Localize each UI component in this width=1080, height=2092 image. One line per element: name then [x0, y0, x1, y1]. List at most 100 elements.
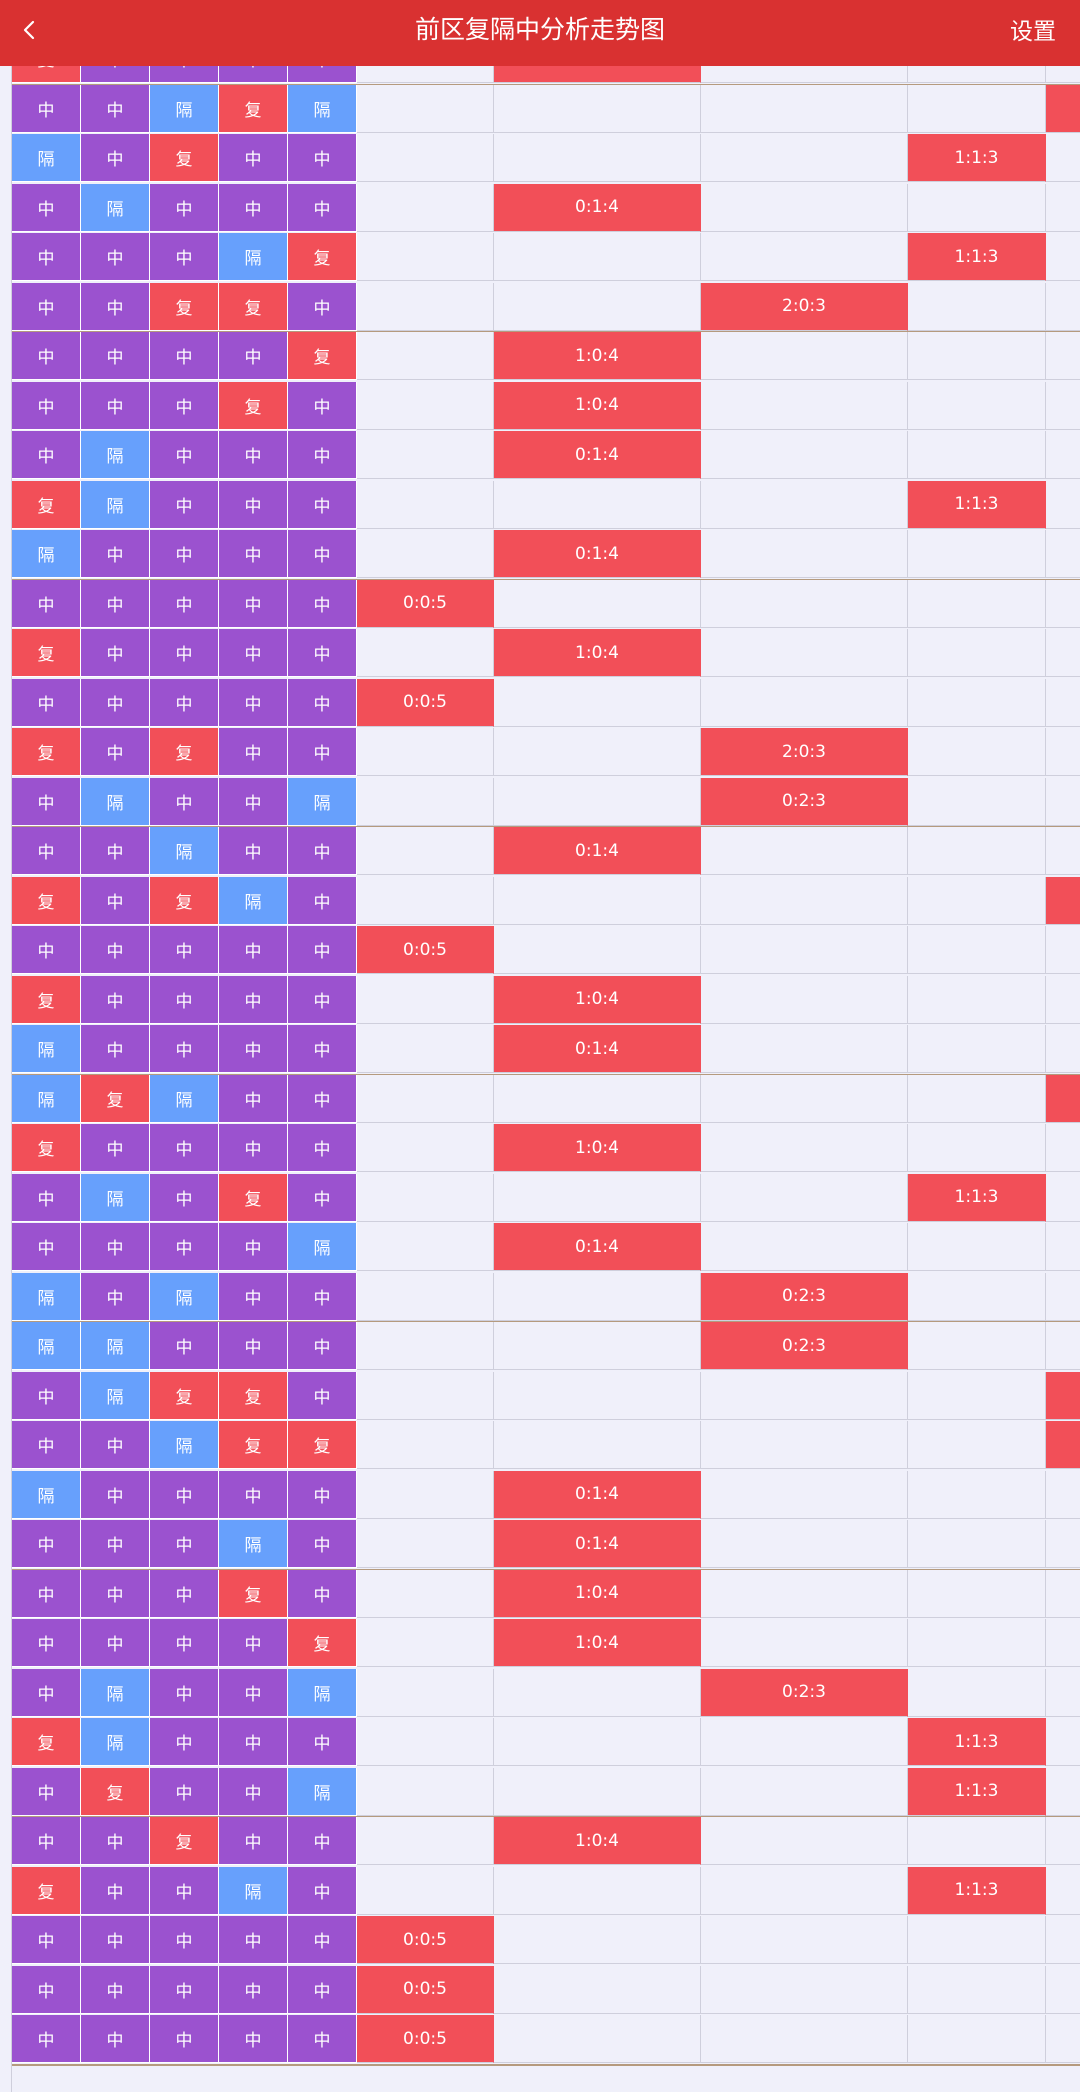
ratio-empty-cell — [1046, 282, 1080, 331]
ratio-value: 1:1:3 — [908, 134, 1046, 182]
ratio-empty-cell — [908, 1619, 1046, 1667]
ratio-empty-cell — [1046, 1470, 1080, 1519]
position-cell-1: 中 — [12, 233, 81, 281]
ratio-empty-cell — [357, 233, 494, 281]
ratio-empty-cell — [357, 1718, 494, 1766]
ratio-value: 1:0:4 — [494, 332, 701, 380]
position-cell-1: 中 — [12, 183, 81, 232]
ratio-value: 1:0:4 — [494, 381, 701, 430]
ratio-empty-cell — [1046, 1668, 1080, 1717]
position-cell-2: 复 — [81, 1767, 150, 1816]
ratio-empty-cell — [494, 1916, 701, 1964]
table-row: 中中中复中 1:0:4 — [0, 1569, 1080, 1619]
table-row: 复中中隔中 1:1:3 — [0, 1866, 1080, 1916]
position-cell-1: 隔 — [12, 134, 81, 182]
ratio-empty-cell — [1046, 332, 1080, 380]
ratio-empty-cell — [1046, 975, 1080, 1024]
position-cell-2: 中 — [81, 134, 150, 182]
position-cell-5: 中 — [288, 1520, 357, 1568]
position-cell-1: 中 — [12, 579, 81, 628]
ratio-empty-cell — [494, 678, 701, 727]
position-cell-3: 中 — [150, 926, 219, 974]
position-cell-1: 复 — [12, 1124, 81, 1172]
settings-button[interactable]: 设置 — [1010, 19, 1056, 45]
ratio-empty-cell — [494, 1074, 701, 1123]
position-cell-5: 隔 — [288, 777, 357, 826]
ratio-empty-cell — [357, 1074, 494, 1123]
ratio-empty-cell — [357, 1025, 494, 1073]
ratio-value: 1:1:3 — [908, 1173, 1046, 1222]
table-row: 复隔中中中 1:1:3 — [0, 1718, 1080, 1767]
ratio-value: 0:0:5 — [357, 1965, 494, 2014]
position-cell-5: 复 — [288, 332, 357, 380]
ratio-empty-cell — [1046, 1866, 1080, 1915]
ratio-empty-cell — [908, 876, 1046, 925]
ratio-empty-cell — [908, 1322, 1046, 1370]
position-cell-5: 中 — [288, 827, 357, 875]
table-row: 隔隔中中中 0:2:3 — [0, 1322, 1080, 1371]
position-cell-5: 中 — [288, 134, 357, 182]
ratio-empty-cell — [1046, 1322, 1080, 1370]
ratio-empty-cell — [908, 1124, 1046, 1172]
ratio-empty-cell — [357, 1223, 494, 1271]
position-cell-1: 隔 — [12, 530, 81, 578]
position-cell-1: 中 — [12, 678, 81, 727]
table-row: 中中中中复 1:0:4 — [0, 332, 1080, 381]
position-cell-5: 中 — [288, 530, 357, 578]
table-row: 隔中中中中 0:1:4 — [0, 1470, 1080, 1520]
ratio-empty-cell — [1046, 233, 1080, 281]
position-cell-4: 中 — [219, 629, 288, 677]
position-cell-3: 中 — [150, 1767, 219, 1816]
position-cell-5: 中 — [288, 1866, 357, 1915]
ratio-empty-cell — [701, 876, 908, 925]
ratio-empty-cell — [701, 233, 908, 281]
position-cell-4: 中 — [219, 431, 288, 479]
position-cell-3: 复 — [150, 1371, 219, 1420]
position-cell-3: 复 — [150, 728, 219, 776]
position-cell-3: 隔 — [150, 827, 219, 875]
position-cell-5: 隔 — [288, 1223, 357, 1271]
ratio-empty-cell — [494, 1718, 701, 1766]
back-button[interactable] — [10, 8, 50, 52]
position-cell-5: 中 — [288, 975, 357, 1024]
ratio-value: 2:0:3 — [701, 728, 908, 776]
ratio-value: 1:0:4 — [494, 1124, 701, 1172]
ratio-empty-cell — [357, 431, 494, 479]
table-row: 中隔中复中 1:1:3 — [0, 1173, 1080, 1223]
ratio-empty-cell — [908, 1470, 1046, 1519]
position-cell-4: 中 — [219, 678, 288, 727]
ratio-empty-cell — [494, 1322, 701, 1370]
position-cell-1: 中 — [12, 381, 81, 430]
ratio-empty-cell — [701, 1866, 908, 1915]
ratio-empty-cell — [357, 827, 494, 875]
ratio-empty-cell — [701, 827, 908, 875]
table-row: 中隔复复中 — [0, 1371, 1080, 1421]
position-cell-4: 中 — [219, 1619, 288, 1667]
position-cell-4: 隔 — [219, 876, 288, 925]
ratio-empty-cell — [1046, 678, 1080, 727]
position-cell-1: 中 — [12, 84, 81, 133]
position-cell-3: 中 — [150, 975, 219, 1024]
page-title: 前区复隔中分析走势图 — [414, 15, 665, 44]
ratio-empty-cell — [1046, 926, 1080, 974]
position-cell-1: 中 — [12, 2015, 81, 2063]
ratio-empty-cell — [357, 282, 494, 331]
ratio-empty-cell — [357, 1866, 494, 1915]
position-cell-5: 中 — [288, 1371, 357, 1420]
position-cell-2: 中 — [81, 975, 150, 1024]
ratio-empty-cell — [701, 1124, 908, 1172]
position-cell-3: 复 — [150, 134, 219, 182]
ratio-empty-cell — [701, 579, 908, 628]
position-cell-5: 中 — [288, 728, 357, 776]
position-cell-4: 中 — [219, 1272, 288, 1321]
position-cell-3: 中 — [150, 1124, 219, 1172]
ratio-empty-cell — [1046, 381, 1080, 430]
position-cell-4: 复 — [219, 84, 288, 133]
position-cell-4: 复 — [219, 381, 288, 430]
position-cell-4: 复 — [219, 1371, 288, 1420]
position-cell-2: 中 — [81, 332, 150, 380]
ratio-empty-cell — [1046, 1520, 1080, 1568]
position-cell-5: 中 — [288, 1817, 357, 1865]
position-cell-1: 复 — [12, 876, 81, 925]
